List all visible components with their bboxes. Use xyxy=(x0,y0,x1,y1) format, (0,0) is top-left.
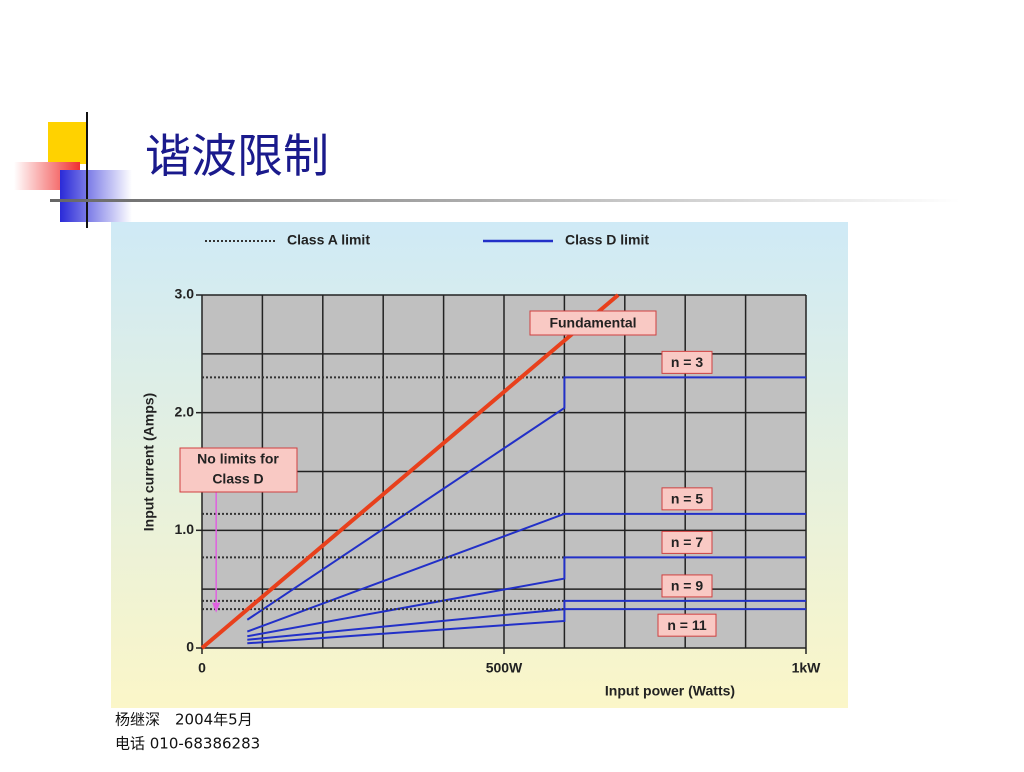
class-d-line xyxy=(247,599,806,641)
chart: 0 1.0 2.0 3.0 0 500W 1kW Input power (Watts) Inp… xyxy=(141,232,821,699)
fundamental-label: Fundamental xyxy=(549,315,636,331)
harmonic-label: n = 11 xyxy=(667,617,707,633)
harmonic-label-box xyxy=(657,613,717,637)
y-axis-label: Input current (Amps) xyxy=(141,393,157,531)
x-tick-label: 0 xyxy=(198,660,206,676)
harmonic-label-box xyxy=(661,487,713,511)
class-d-line xyxy=(246,376,806,621)
class-d-line xyxy=(246,512,806,633)
harmonic-label-box xyxy=(661,530,713,554)
slide-title: 谐波限制 xyxy=(145,129,329,183)
footer-line: 杨继深 2004年5月 xyxy=(115,711,253,729)
x-tick-label: 500W xyxy=(486,660,523,676)
y-tick-label: 1.0 xyxy=(175,521,195,537)
harmonic-label: n = 7 xyxy=(671,534,704,550)
legend-label: Class A limit xyxy=(287,232,370,248)
legend-label: Class D limit xyxy=(565,232,649,248)
x-axis-label: Input power (Watts) xyxy=(605,683,735,699)
y-tick-label: 2.0 xyxy=(175,403,195,419)
harmonic-label: n = 5 xyxy=(671,491,704,507)
annotation-text: Class D xyxy=(212,471,263,487)
fundamental-label-box xyxy=(529,310,657,336)
annotation-box xyxy=(179,447,298,493)
x-tick-label: 1kW xyxy=(792,660,822,676)
fundamental-line xyxy=(200,293,620,650)
footer-line: 电话 010-68386283 xyxy=(115,735,260,753)
class-d-line xyxy=(247,556,806,638)
harmonic-label-box xyxy=(661,574,713,598)
harmonic-label: n = 3 xyxy=(671,354,704,370)
y-tick-label: 0 xyxy=(186,639,194,655)
harmonic-label: n = 9 xyxy=(671,578,704,594)
annotation-text: No limits for xyxy=(197,451,279,467)
decoration xyxy=(14,112,960,228)
y-tick-label: 3.0 xyxy=(175,286,195,302)
harmonic-label-box xyxy=(661,350,713,374)
annotation-arrowhead xyxy=(212,602,221,613)
class-d-line xyxy=(247,608,806,645)
